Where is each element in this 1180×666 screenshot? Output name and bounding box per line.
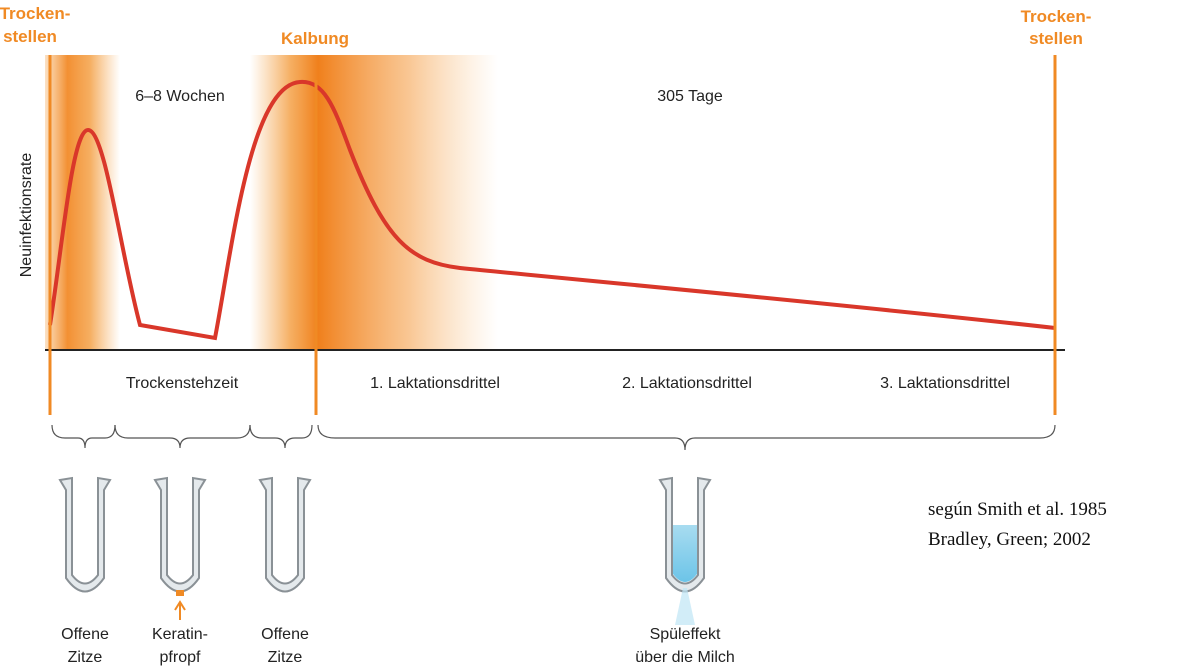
duration-label: 6–8 Wochen xyxy=(135,88,225,105)
phase-label: Trockenstehzeit xyxy=(126,375,239,392)
teat-label: Offene xyxy=(61,626,109,643)
milk-fill xyxy=(673,525,697,582)
marker-label: Kalbung xyxy=(281,29,349,48)
teat-label: Spüleffekt xyxy=(650,626,721,643)
teat-icons xyxy=(60,478,710,592)
teat-label: pfropf xyxy=(160,649,201,666)
duration-label: 305 Tage xyxy=(657,88,723,105)
teat-label: Offene xyxy=(261,626,309,643)
phase-label: 3. Laktationsdrittel xyxy=(880,375,1010,392)
braces xyxy=(52,425,1055,450)
teat-label: Keratin- xyxy=(152,626,208,643)
marker-label: stellen xyxy=(1029,29,1083,48)
citation: según Smith et al. 1985 xyxy=(928,499,1107,520)
citation: Bradley, Green; 2002 xyxy=(928,529,1091,550)
keratin-plug xyxy=(176,590,184,596)
teat-label: Zitze xyxy=(68,649,103,666)
milk-spray xyxy=(675,588,695,625)
diagram: Trocken- stellen Kalbung Trocken- stelle… xyxy=(0,0,1180,666)
infection-curve xyxy=(50,82,1055,338)
teat-label: über die Milch xyxy=(635,649,735,666)
marker-label: Trocken- xyxy=(1021,7,1092,26)
phase-label: 2. Laktationsdrittel xyxy=(622,375,752,392)
phase-label: 1. Laktationsdrittel xyxy=(370,375,500,392)
marker-label: stellen xyxy=(3,27,57,46)
y-axis-label: Neuinfektionsrate xyxy=(18,153,35,278)
marker-label: Trocken- xyxy=(0,4,70,23)
phase-dividers xyxy=(50,55,1055,415)
teat-label: Zitze xyxy=(268,649,303,666)
keratin-arrow xyxy=(175,602,185,620)
